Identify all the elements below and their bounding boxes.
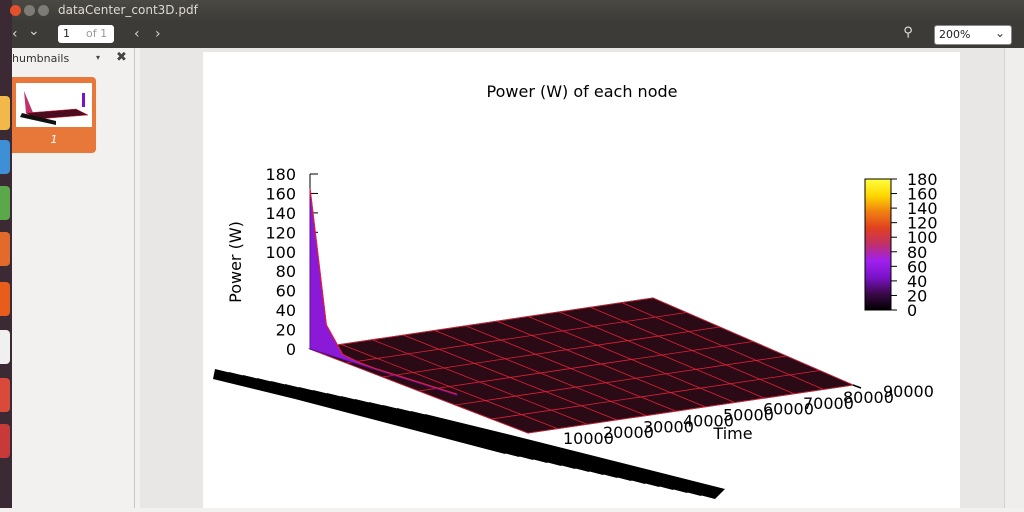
z-tick-label: 140 bbox=[265, 204, 296, 223]
z-axis-label: Power (W) bbox=[226, 221, 245, 303]
colorbar-tick-label: 0 bbox=[907, 301, 917, 320]
search-icon[interactable]: ⚲ bbox=[903, 25, 913, 40]
page-number-field[interactable]: 1 of 1 bbox=[58, 25, 114, 43]
pdf-page: Power (W) of each node Power (W) 180 160 1… bbox=[203, 52, 960, 508]
maximize-window-button[interactable] bbox=[38, 5, 49, 16]
x-tick-label: 50000 bbox=[723, 406, 774, 425]
colorbar-tick-label: 60 bbox=[907, 257, 927, 276]
x-tick-label: 60000 bbox=[763, 400, 814, 419]
surface-grid-line bbox=[527, 384, 854, 434]
x-tick-label: 90000 bbox=[883, 382, 934, 401]
surface-grid-line bbox=[418, 341, 754, 392]
z-tick-label: 120 bbox=[265, 223, 296, 242]
next-page-button[interactable]: › bbox=[155, 26, 161, 42]
surface-grid-line bbox=[491, 370, 820, 420]
x-axis-label: Time bbox=[712, 424, 752, 443]
surface-floor bbox=[308, 297, 862, 434]
back-button[interactable]: ‹ bbox=[12, 26, 18, 42]
colorbar-tick-label: 160 bbox=[907, 185, 938, 204]
launcher-app-icon[interactable] bbox=[0, 140, 10, 174]
colorbar-tick-label: 180 bbox=[907, 170, 938, 189]
z-tick-label: 180 bbox=[265, 165, 296, 184]
window-titlebar: dataCenter_cont3D.pdf bbox=[10, 0, 1024, 22]
zoom-select[interactable]: 200% ⌄ bbox=[934, 25, 1012, 45]
chart-title: Power (W) of each node bbox=[487, 82, 678, 101]
launcher-app-icon[interactable] bbox=[0, 378, 10, 412]
surface-grid-line bbox=[309, 297, 654, 350]
y-axis-labels-overlap bbox=[213, 369, 725, 499]
colorbar-tick-label: 80 bbox=[907, 243, 927, 262]
x-tick-label: 80000 bbox=[843, 388, 894, 407]
z-tick-label: 80 bbox=[276, 262, 296, 281]
colorbar-tick-label: 140 bbox=[907, 199, 938, 218]
z-tick-label: 40 bbox=[276, 301, 296, 320]
z-tick-label: 20 bbox=[276, 321, 296, 340]
overlapping-tick-label bbox=[423, 414, 725, 499]
x-tick-label: 10000 bbox=[563, 429, 614, 448]
toolbar: ‹ ⌄ 1 of 1 ‹ › ⚲ 200% ⌄ bbox=[12, 22, 1024, 48]
thumbnail-preview bbox=[20, 91, 89, 125]
launcher-bar bbox=[0, 0, 12, 508]
surface-grid-line bbox=[455, 355, 787, 406]
previous-page-button[interactable]: ‹ bbox=[134, 26, 140, 42]
surface-grid-line bbox=[382, 326, 720, 378]
colorbar-tick-label: 120 bbox=[907, 214, 938, 233]
sidebar: humbnails ▾ ✖ 1 bbox=[12, 48, 135, 508]
z-tick-label: 160 bbox=[265, 184, 296, 203]
thumbnail-item[interactable]: 1 bbox=[12, 77, 96, 153]
x-tick-label: 40000 bbox=[683, 411, 734, 430]
x-tick-label: 30000 bbox=[643, 417, 694, 436]
thumbnail-image bbox=[16, 83, 92, 127]
launcher-app-icon[interactable] bbox=[0, 232, 10, 266]
thumbnail-label: 1 bbox=[50, 133, 58, 146]
sidebar-mode-label[interactable]: humbnails bbox=[12, 52, 70, 65]
launcher-app-icon[interactable] bbox=[0, 282, 10, 316]
close-window-button[interactable] bbox=[10, 5, 21, 16]
colorbar-fill bbox=[864, 178, 892, 311]
window-title: dataCenter_cont3D.pdf bbox=[58, 3, 198, 17]
chevron-down-icon[interactable]: ⌄ bbox=[994, 26, 1005, 40]
surface-peak bbox=[309, 188, 458, 396]
colorbar-tick-label: 40 bbox=[907, 272, 927, 291]
z-tick-label: 0 bbox=[286, 340, 296, 359]
launcher-app-icon[interactable] bbox=[0, 186, 10, 220]
surface-edge bbox=[852, 384, 862, 389]
minimize-window-button[interactable] bbox=[24, 5, 35, 16]
z-tick-label: 100 bbox=[265, 243, 296, 262]
page-current[interactable]: 1 bbox=[63, 27, 70, 40]
sidebar-close-icon[interactable]: ✖ bbox=[116, 50, 127, 65]
peak-line bbox=[309, 188, 458, 395]
x-axis: 1000020000300004000050000600007000080000… bbox=[563, 382, 934, 448]
surface-grid-line bbox=[346, 312, 687, 364]
history-dropdown-button[interactable]: ⌄ bbox=[28, 23, 40, 39]
colorbar-tick-label: 100 bbox=[907, 228, 938, 247]
launcher-app-icon[interactable] bbox=[0, 424, 10, 458]
sidebar-dropdown-icon[interactable]: ▾ bbox=[96, 53, 101, 62]
x-tick-label: 20000 bbox=[603, 423, 654, 442]
colorbar-tick-label: 20 bbox=[907, 286, 927, 305]
z-tick-label: 60 bbox=[276, 282, 296, 301]
zoom-value: 200% bbox=[939, 28, 971, 41]
x-tick-label: 70000 bbox=[803, 394, 854, 413]
launcher-app-icon[interactable] bbox=[0, 96, 10, 130]
surface-chart: Power (W) of each node Power (W) 1801601… bbox=[213, 82, 938, 499]
vertical-scrollbar[interactable] bbox=[1004, 48, 1024, 508]
launcher-app-icon[interactable] bbox=[0, 330, 10, 364]
page-count: of 1 bbox=[86, 27, 108, 40]
